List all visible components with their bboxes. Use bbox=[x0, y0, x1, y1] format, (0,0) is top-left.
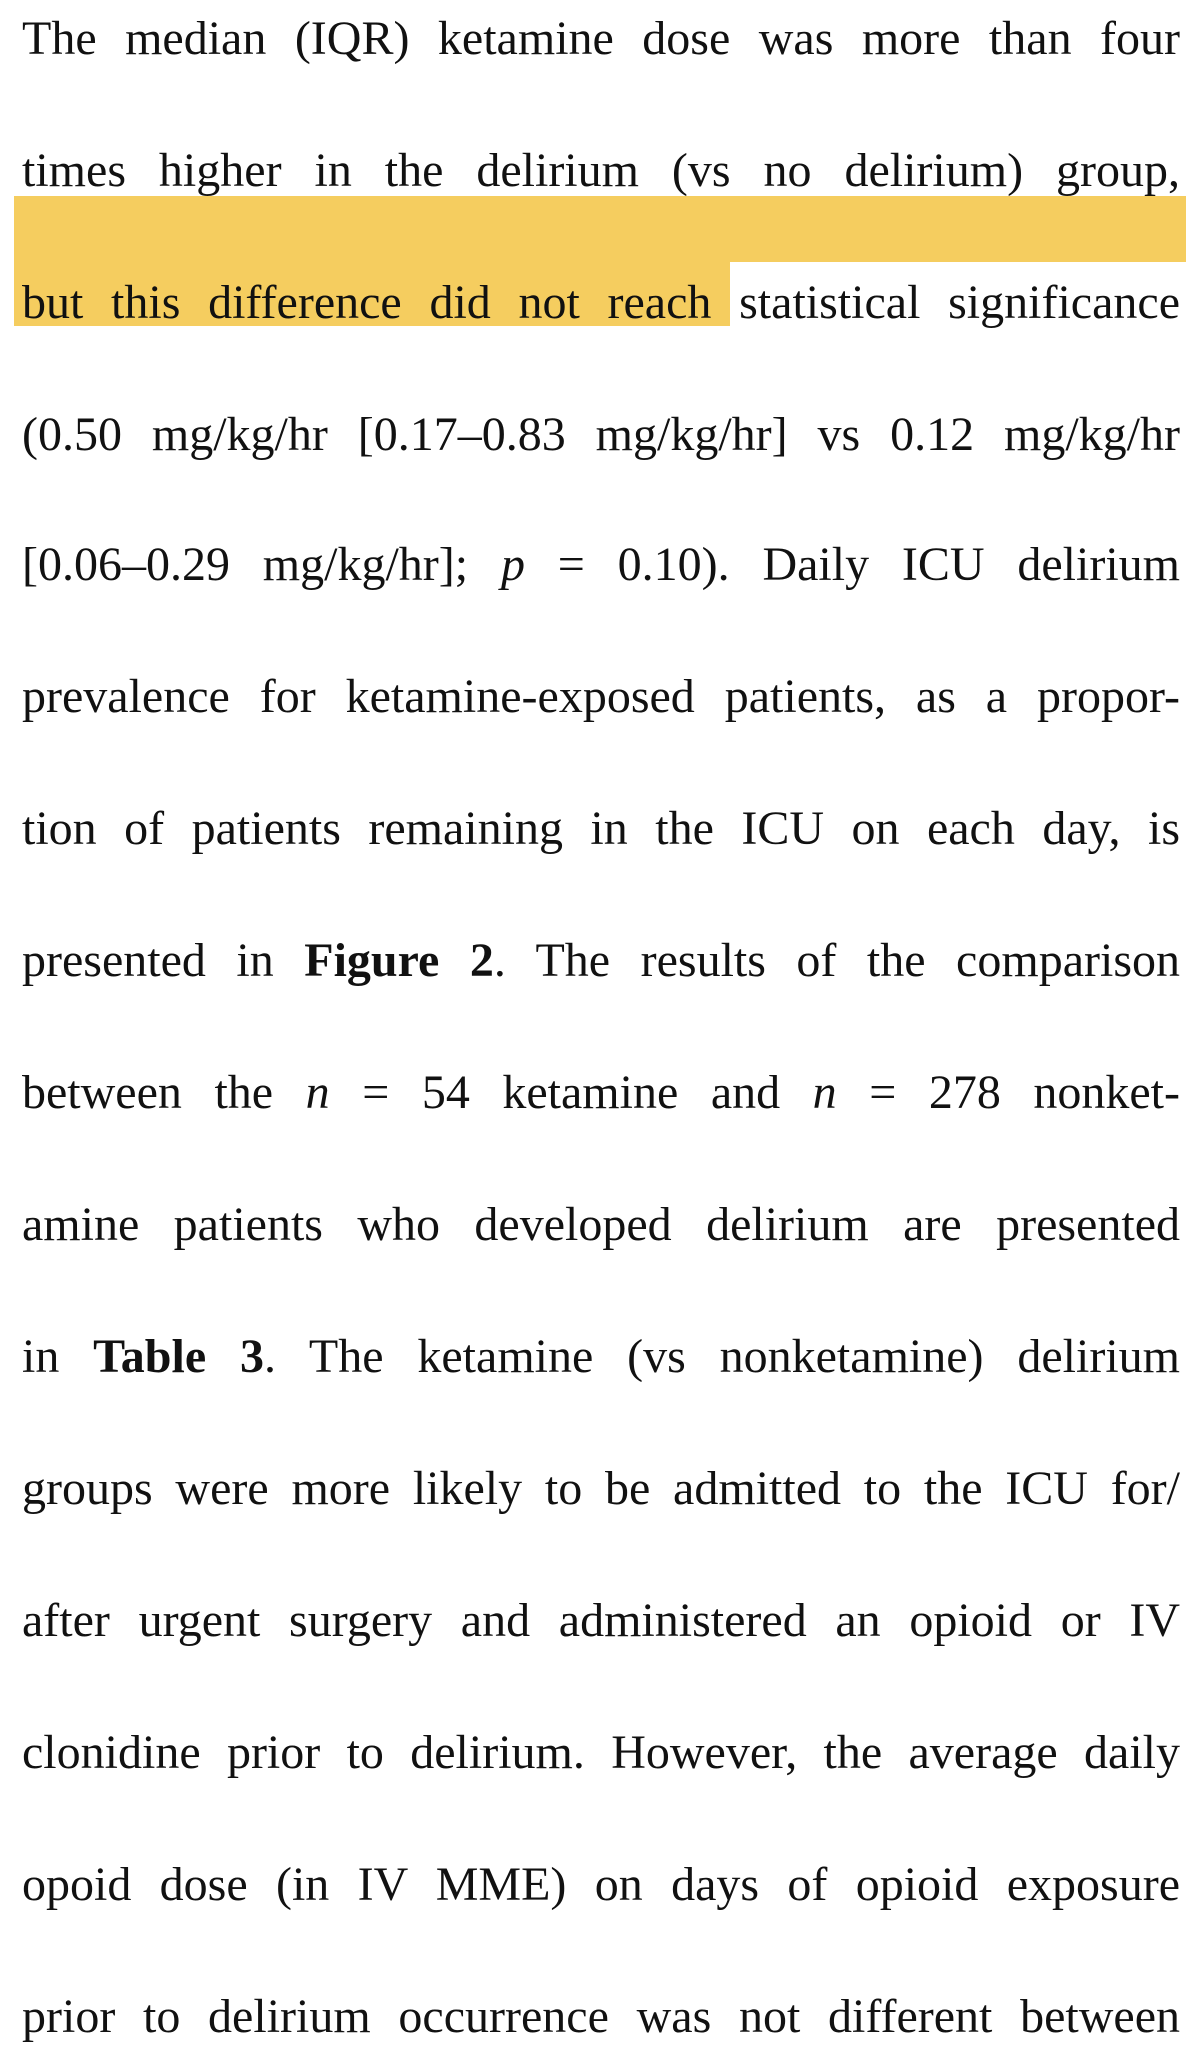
text-line-15: opoid dose (in IV MME) on days of opioid… bbox=[22, 1858, 1180, 1911]
text-line-4: (0.50 mg/kg/hr [0.17–0.83 mg/kg/hr] vs 0… bbox=[22, 408, 1180, 461]
document-page: The median (IQR) ketamine dose was more … bbox=[14, 12, 1186, 2043]
text-line-13: after urgent surgery and administered an… bbox=[22, 1594, 1180, 1647]
line-text: Daily ICU delirium bbox=[729, 538, 1181, 591]
line-text: = 54 ketamine and bbox=[329, 1066, 813, 1119]
highlighted-text: [0.06–0.29 mg/kg/hr]; bbox=[22, 538, 501, 591]
text-line-10: amine patients who developed delirium ar… bbox=[22, 1198, 1180, 1251]
text-line-6: prevalence for ketamine-exposed patients… bbox=[22, 670, 1180, 723]
highlighted-text-end: = 0.10). bbox=[524, 538, 730, 591]
highlight-band-line5 bbox=[14, 262, 730, 326]
line-text: . The ketamine (vs nonketamine) delirium bbox=[263, 1330, 1180, 1383]
text-line-16: prior to delirium occurrence was not dif… bbox=[22, 1990, 1180, 2043]
text-line-5: [0.06–0.29 mg/kg/hr]; p = 0.10). Daily I… bbox=[22, 532, 1180, 598]
text-line-9: between the n = 54 ketamine and n = 278 … bbox=[22, 1060, 1180, 1126]
table-reference: Table 3 bbox=[93, 1330, 264, 1383]
line-text: in bbox=[22, 1330, 94, 1383]
text-line-3: but this difference did not reach statis… bbox=[22, 276, 1180, 329]
text-line-12: groups were more likely to be admitted t… bbox=[22, 1462, 1180, 1515]
line-text: . The results of the comparison bbox=[493, 934, 1180, 987]
n-symbol: n bbox=[812, 1066, 837, 1119]
text-line-14: clonidine prior to delirium. However, th… bbox=[22, 1726, 1180, 1779]
text-line-8: presented in Figure 2. The results of th… bbox=[22, 928, 1180, 994]
text-line-11: in Table 3. The ketamine (vs nonketamine… bbox=[22, 1324, 1180, 1390]
n-symbol: n bbox=[305, 1066, 330, 1119]
line-text: between the bbox=[22, 1066, 306, 1119]
line-text: presented in bbox=[22, 934, 305, 987]
highlight-band-line4 bbox=[14, 196, 1186, 262]
p-symbol: p bbox=[500, 538, 525, 591]
line-text: = 278 nonket- bbox=[836, 1066, 1180, 1119]
figure-reference: Figure 2 bbox=[304, 934, 494, 987]
text-line-1: The median (IQR) ketamine dose was more … bbox=[22, 12, 1180, 65]
text-line-7: tion of patients remaining in the ICU on… bbox=[22, 802, 1180, 855]
text-line-2: times higher in the delirium (vs no deli… bbox=[22, 144, 1180, 197]
